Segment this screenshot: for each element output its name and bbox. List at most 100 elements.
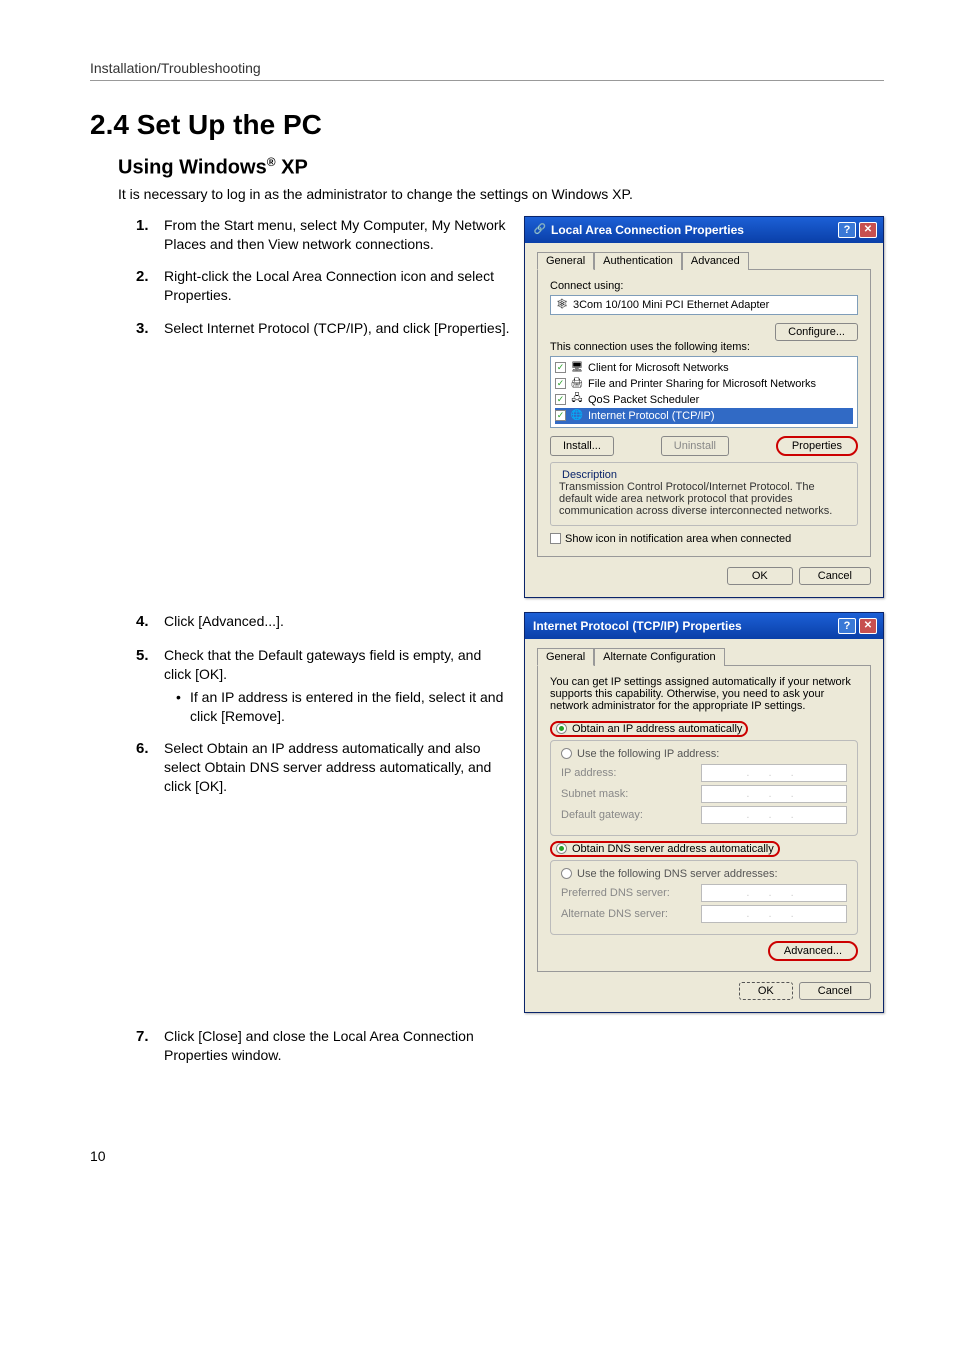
- section-heading: 2.4 Set Up the PC: [90, 109, 884, 141]
- ip-address-label: IP address:: [561, 767, 701, 779]
- show-icon-label: Show icon in notification area when conn…: [565, 533, 791, 545]
- subsection-heading: Using Windows® XP: [118, 155, 884, 180]
- use-ip-row[interactable]: Use the following IP address:: [561, 747, 847, 761]
- alt-dns-row: Alternate DNS server: . . .: [561, 905, 847, 923]
- checkbox-icon[interactable]: ✓: [555, 378, 566, 389]
- ok-button[interactable]: OK: [739, 982, 793, 1000]
- adapter-icon: 🕸: [555, 298, 569, 312]
- cancel-button[interactable]: Cancel: [799, 567, 871, 585]
- use-dns-row[interactable]: Use the following DNS server addresses:: [561, 867, 847, 881]
- highlight-oval: Obtain an IP address automatically: [550, 721, 748, 737]
- dialog-title: Local Area Connection Properties: [551, 223, 838, 237]
- subheading-prefix: Using Windows: [118, 157, 267, 179]
- connect-using-label: Connect using:: [550, 280, 858, 292]
- highlight-oval: Obtain DNS server address automatically: [550, 841, 780, 857]
- step-6: 6. Select Obtain an IP address automatic…: [136, 739, 512, 796]
- obtain-ip-label: Obtain an IP address automatically: [572, 723, 742, 735]
- subheading-suffix: XP: [276, 157, 308, 179]
- list-item-selected[interactable]: ✓ 🌐 Internet Protocol (TCP/IP): [555, 408, 853, 424]
- tab-general[interactable]: General: [537, 252, 594, 270]
- step-number: 5.: [136, 646, 164, 726]
- gateway-label: Default gateway:: [561, 809, 701, 821]
- step-text: Check that the Default gateways field is…: [164, 646, 512, 684]
- list-item[interactable]: ✓ 🖨 File and Printer Sharing for Microso…: [555, 376, 853, 392]
- gateway-field: . . .: [701, 806, 847, 824]
- step-7: 7. Click [Close] and close the Local Are…: [136, 1027, 526, 1065]
- close-button[interactable]: ✕: [859, 222, 877, 238]
- use-ip-label: Use the following IP address:: [577, 748, 719, 760]
- obtain-dns-label: Obtain DNS server address automatically: [572, 843, 774, 855]
- radio-icon[interactable]: [561, 868, 572, 879]
- items-listbox[interactable]: ✓ 🖥 Client for Microsoft Networks ✓ 🖨 Fi…: [550, 356, 858, 428]
- obtain-dns-row[interactable]: Obtain DNS server address automatically: [550, 840, 858, 858]
- bullet-icon: •: [176, 688, 190, 726]
- ip-address-field: . . .: [701, 764, 847, 782]
- tab-authentication[interactable]: Authentication: [594, 252, 682, 270]
- page-header: Installation/Troubleshooting: [90, 60, 884, 81]
- use-ip-group: Use the following IP address: IP address…: [550, 740, 858, 836]
- checkbox-icon[interactable]: ✓: [550, 533, 561, 544]
- tabs: General Authentication Advanced: [537, 251, 871, 269]
- step-text: Click [Advanced...].: [164, 612, 512, 632]
- cancel-button[interactable]: Cancel: [799, 982, 871, 1000]
- list-item[interactable]: ✓ 🖥 Client for Microsoft Networks: [555, 360, 853, 376]
- tabs: General Alternate Configuration: [537, 647, 871, 665]
- step-4: 4. Click [Advanced...].: [136, 612, 512, 632]
- bullet-text: If an IP address is entered in the field…: [190, 688, 512, 726]
- page-number: 10: [90, 1148, 884, 1164]
- uninstall-button: Uninstall: [661, 436, 729, 456]
- pref-dns-row: Preferred DNS server: . . .: [561, 884, 847, 902]
- step-number: 6.: [136, 739, 164, 796]
- description-text: Transmission Control Protocol/Internet P…: [559, 481, 849, 517]
- properties-button[interactable]: Properties: [776, 436, 858, 456]
- alt-dns-field: . . .: [701, 905, 847, 923]
- close-button[interactable]: ✕: [859, 618, 877, 634]
- item-label: File and Printer Sharing for Microsoft N…: [588, 378, 816, 390]
- checkbox-icon[interactable]: ✓: [555, 362, 566, 373]
- step-text: Select Obtain an IP address automaticall…: [164, 739, 512, 796]
- help-button[interactable]: ?: [838, 618, 856, 634]
- step-text: Select Internet Protocol (TCP/IP), and c…: [164, 319, 512, 339]
- gateway-row: Default gateway: . . .: [561, 806, 847, 824]
- pref-dns-label: Preferred DNS server:: [561, 887, 701, 899]
- advanced-button[interactable]: Advanced...: [768, 941, 858, 961]
- checkbox-icon[interactable]: ✓: [555, 410, 566, 421]
- dialog-titlebar: 🔗 Local Area Connection Properties ? ✕: [525, 217, 883, 243]
- tcpip-icon: 🌐: [570, 409, 584, 423]
- show-icon-row[interactable]: ✓ Show icon in notification area when co…: [550, 532, 858, 546]
- dialog-title: Internet Protocol (TCP/IP) Properties: [533, 619, 838, 633]
- help-button[interactable]: ?: [838, 222, 856, 238]
- lan-properties-dialog: 🔗 Local Area Connection Properties ? ✕ G…: [524, 216, 884, 598]
- install-button[interactable]: Install...: [550, 436, 614, 456]
- tcpip-properties-dialog: Internet Protocol (TCP/IP) Properties ? …: [524, 612, 884, 1013]
- configure-button[interactable]: Configure...: [775, 323, 858, 341]
- checkbox-icon[interactable]: ✓: [555, 394, 566, 405]
- tab-alternate[interactable]: Alternate Configuration: [594, 648, 725, 666]
- description-legend: Description: [559, 469, 849, 481]
- radio-icon[interactable]: [561, 748, 572, 759]
- radio-icon[interactable]: [556, 843, 567, 854]
- obtain-ip-row[interactable]: Obtain an IP address automatically: [550, 720, 858, 738]
- use-dns-label: Use the following DNS server addresses:: [577, 868, 778, 880]
- ok-button[interactable]: OK: [727, 567, 793, 585]
- list-item[interactable]: ✓ 🖧 QoS Packet Scheduler: [555, 392, 853, 408]
- step-text: Click [Close] and close the Local Area C…: [164, 1027, 526, 1065]
- adapter-field: 🕸 3Com 10/100 Mini PCI Ethernet Adapter: [550, 295, 858, 315]
- sub-bullet: • If an IP address is entered in the fie…: [176, 688, 512, 726]
- tab-general[interactable]: General: [537, 648, 594, 666]
- adapter-name: 3Com 10/100 Mini PCI Ethernet Adapter: [573, 299, 769, 311]
- step-text: Right-click the Local Area Connection ic…: [164, 267, 512, 305]
- subnet-row: Subnet mask: . . .: [561, 785, 847, 803]
- registered-mark: ®: [267, 155, 276, 169]
- radio-icon[interactable]: [556, 723, 567, 734]
- step-number: 4.: [136, 612, 164, 632]
- tab-advanced[interactable]: Advanced: [682, 252, 749, 270]
- item-label: QoS Packet Scheduler: [588, 394, 699, 406]
- network-icon: 🔗: [533, 223, 547, 237]
- step-2: 2. Right-click the Local Area Connection…: [136, 267, 512, 305]
- step-number: 7.: [136, 1027, 164, 1065]
- step-1: 1. From the Start menu, select My Comput…: [136, 216, 512, 254]
- dialog-titlebar: Internet Protocol (TCP/IP) Properties ? …: [525, 613, 883, 639]
- step-5: 5. Check that the Default gateways field…: [136, 646, 512, 726]
- subnet-label: Subnet mask:: [561, 788, 701, 800]
